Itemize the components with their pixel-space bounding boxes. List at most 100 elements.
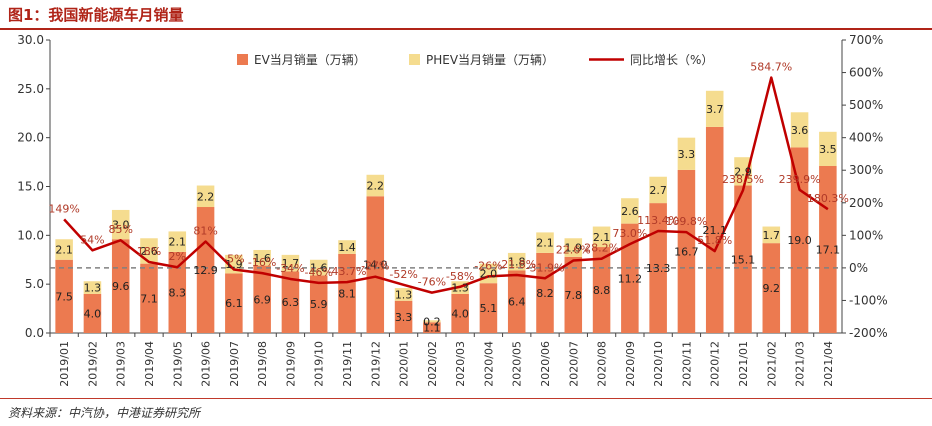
legend: EV当月销量（万辆） PHEV当月销量（万辆） 同比增长（%）: [237, 53, 713, 67]
x-tick-label: 2020/06: [539, 341, 552, 387]
growth-value-label: -27%: [361, 260, 389, 273]
ev-value-label: 21.1: [702, 224, 727, 237]
growth-value-label: 22.6%: [556, 244, 591, 257]
ev-value-label: 11.2: [618, 272, 643, 285]
growth-value-label: 149%: [48, 202, 79, 215]
legend-ev: EV当月销量（万辆）: [254, 53, 366, 67]
y-right-tick-label: 600%: [849, 66, 883, 80]
x-tick-label: 2019/08: [256, 341, 269, 387]
growth-value-label: 239.9%: [779, 173, 821, 186]
phev-bar: [536, 232, 554, 253]
x-tick-label: 2021/03: [794, 341, 807, 387]
growth-value-label: 54%: [80, 233, 104, 246]
x-tick-label: 2019/01: [58, 341, 71, 387]
ev-value-label: 13.3: [646, 262, 671, 275]
y-left-tick-label: 25.0: [17, 82, 44, 96]
x-tick-label: 2020/09: [624, 341, 637, 387]
ev-bar: [507, 270, 526, 333]
growth-value-label: 109.8%: [665, 215, 707, 228]
title-divider: [0, 28, 932, 30]
growth-value-label: -58%: [446, 270, 474, 283]
ev-bar: [83, 293, 102, 333]
phev-bar: [564, 238, 583, 257]
x-tick-label: 2019/10: [313, 341, 326, 387]
bars: [55, 90, 837, 333]
ev-value-label: 9.6: [112, 280, 130, 293]
source-divider: [0, 398, 932, 399]
phev-bar: [790, 112, 809, 148]
phev-bar: [168, 231, 187, 252]
phev-value-label: 1.7: [763, 229, 781, 242]
ev-bar: [479, 283, 498, 333]
growth-value-label: -21.8%: [497, 258, 536, 271]
growth-value-label: 584.7%: [750, 61, 792, 74]
legend-phev: PHEV当月销量（万辆）: [426, 53, 554, 67]
ev-bar: [762, 243, 781, 333]
growth-value-label: -43.7%: [328, 265, 367, 278]
phev-value-label: 2.1: [55, 243, 73, 256]
phev-value-label: 1.8: [508, 256, 526, 269]
phev-bar: [621, 198, 639, 224]
growth-value-label: 238.5%: [722, 173, 764, 186]
growth-value-label: -46%: [305, 266, 333, 279]
growth-value-label: 85%: [108, 223, 132, 236]
phev-value-label: 2.6: [140, 245, 158, 258]
ev-value-label: 4.0: [84, 307, 102, 320]
y-right-tick-label: 200%: [849, 196, 883, 210]
growth-value-label: 113.4%: [637, 214, 679, 227]
ev-value-label: 14.0: [363, 259, 388, 272]
growth-value-label: -5%: [223, 253, 244, 266]
x-tick-label: 2020/12: [709, 341, 722, 387]
x-tick-label: 2021/02: [765, 341, 778, 387]
phev-bar: [649, 176, 667, 204]
phev-value-label: 1.9: [225, 258, 243, 271]
ev-value-label: 5.1: [480, 302, 498, 315]
y-left-tick-label: 30.0: [17, 33, 44, 47]
ev-bar: [677, 169, 696, 333]
phev-bar: [253, 249, 271, 266]
ev-value-label: 16.7: [674, 245, 699, 258]
phev-bar: [338, 240, 356, 254]
ev-value-label: 6.4: [508, 296, 526, 309]
ev-bar: [592, 247, 611, 333]
phev-bar: [196, 185, 215, 208]
ev-bar: [564, 256, 583, 333]
phev-bar: [55, 239, 73, 260]
x-tick-label: 2021/01: [737, 341, 750, 387]
phev-bar: [83, 281, 102, 294]
phev-value-label: 3.3: [678, 148, 696, 161]
ev-bar: [309, 275, 328, 333]
phev-bar: [225, 254, 243, 274]
ev-bar: [253, 265, 271, 333]
ev-value-label: 12.9: [193, 264, 218, 277]
growth-value-label: -76%: [418, 276, 446, 289]
phev-value-label: 3.5: [819, 143, 837, 156]
ev-bar: [140, 263, 158, 333]
x-tick-label: 2020/07: [567, 341, 580, 387]
ev-value-label: 1.1: [423, 322, 441, 335]
phev-value-label: 1.3: [84, 282, 102, 295]
y-right-tick-label: 0%: [849, 261, 868, 275]
phev-value-label: 3.7: [706, 103, 724, 116]
ev-bar: [451, 293, 469, 333]
ev-bar: [536, 252, 554, 333]
legend-swatch-phev: [409, 54, 420, 65]
growth-value-label: 180.3%: [807, 192, 849, 205]
ev-value-label: 3.3: [395, 311, 413, 324]
ev-value-label: 7.5: [55, 290, 73, 303]
x-tick-label: 2020/03: [454, 341, 467, 387]
phev-bar: [309, 259, 328, 276]
ev-bar: [281, 271, 300, 333]
ev-value-label: 8.8: [593, 284, 611, 297]
ev-value-label: 5.9: [310, 298, 328, 311]
ev-value-label: 9.2: [763, 282, 781, 295]
x-tick-label: 2020/04: [482, 341, 495, 387]
growth-line-group: [63, 76, 829, 294]
data-labels: 7.5 2.1 4.0 1.3 9.6 3.0 7.1 2.6 8.3 2.1 12.9 2.2 6.1…: [48, 61, 848, 335]
growth-value-label: -34%: [276, 262, 304, 275]
ev-bar: [819, 165, 837, 333]
x-tick-label: 2019/12: [369, 341, 382, 387]
ev-value-label: 15.1: [731, 253, 756, 266]
phev-value-label: 2.2: [367, 180, 385, 193]
ev-value-label: 8.1: [338, 287, 356, 300]
